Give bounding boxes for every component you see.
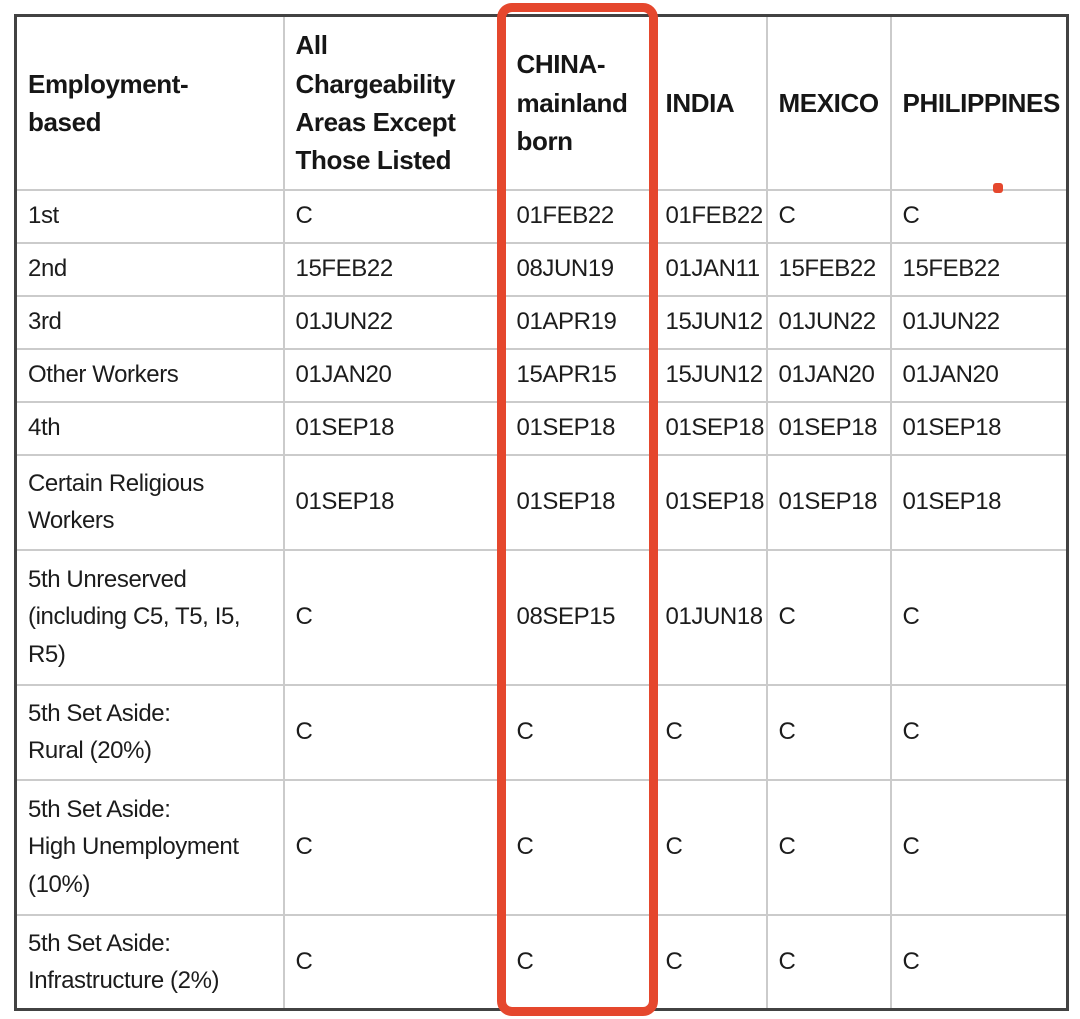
table-cell: C: [652, 778, 768, 916]
table-cell: C: [889, 188, 1069, 244]
table-cell: 15APR15: [503, 347, 655, 403]
row-label: 5th Unreserved (including C5, T5, I5, R5…: [14, 548, 285, 686]
table-cell: C: [765, 188, 892, 244]
table-row: Other Workers 01JAN20 15APR15 15JUN12 01…: [14, 347, 1069, 403]
column-header-philippines: PHILIPPINES: [889, 14, 1069, 191]
table-cell: 01JUN22: [765, 294, 892, 350]
table-header-row: Employment- based All Chargeability Area…: [14, 14, 1069, 191]
row-label: 1st: [14, 188, 285, 244]
row-label: 2nd: [14, 241, 285, 297]
table-cell: C: [765, 778, 892, 916]
table-cell: 15FEB22: [889, 241, 1069, 297]
table-cell: 01JAN20: [889, 347, 1069, 403]
table-row: 5th Set Aside: Rural (20%) C C C C C: [14, 683, 1069, 781]
table-cell: 08SEP15: [503, 548, 655, 686]
row-label: 5th Set Aside: Rural (20%): [14, 683, 285, 781]
table-cell: 15JUN12: [652, 294, 768, 350]
row-label: Certain Religious Workers: [14, 453, 285, 551]
row-label: Other Workers: [14, 347, 285, 403]
row-label: 5th Set Aside: High Unemployment (10%): [14, 778, 285, 916]
table-cell: C: [282, 548, 506, 686]
column-header-mexico: MEXICO: [765, 14, 892, 191]
table-cell: C: [282, 913, 506, 1011]
table-cell: 01SEP18: [765, 400, 892, 456]
row-label: 3rd: [14, 294, 285, 350]
table-row: 4th 01SEP18 01SEP18 01SEP18 01SEP18 01SE…: [14, 400, 1069, 456]
column-header-all-chargeability: All Chargeability Areas Except Those Lis…: [282, 14, 506, 191]
table-cell: 01SEP18: [282, 453, 506, 551]
table-cell: C: [282, 188, 506, 244]
table-cell: 15JUN12: [652, 347, 768, 403]
table-cell: C: [765, 683, 892, 781]
table-cell: 01SEP18: [282, 400, 506, 456]
table-cell: C: [889, 913, 1069, 1011]
table-cell: C: [503, 683, 655, 781]
table-cell: C: [503, 913, 655, 1011]
row-label: 4th: [14, 400, 285, 456]
table-cell: C: [652, 913, 768, 1011]
table-row: 3rd 01JUN22 01APR19 15JUN12 01JUN22 01JU…: [14, 294, 1069, 350]
table-cell: C: [889, 778, 1069, 916]
table-cell: 01JAN20: [765, 347, 892, 403]
table-cell: 01SEP18: [765, 453, 892, 551]
table-cell: 01JUN22: [282, 294, 506, 350]
table-cell: C: [889, 548, 1069, 686]
table-cell: C: [765, 913, 892, 1011]
column-header-employment-based: Employment- based: [14, 14, 285, 191]
table-cell: C: [503, 778, 655, 916]
table-cell: 01JAN11: [652, 241, 768, 297]
table-cell: 01SEP18: [652, 453, 768, 551]
table-cell: 01SEP18: [503, 400, 655, 456]
table-cell: 01SEP18: [652, 400, 768, 456]
table-cell: 01FEB22: [652, 188, 768, 244]
table-cell: C: [765, 548, 892, 686]
table-cell: 01APR19: [503, 294, 655, 350]
table-cell: 01SEP18: [889, 400, 1069, 456]
table-row: Certain Religious Workers 01SEP18 01SEP1…: [14, 453, 1069, 551]
table-cell: 01SEP18: [503, 453, 655, 551]
table-cell: C: [889, 683, 1069, 781]
visa-bulletin-employment-table: Employment- based All Chargeability Area…: [14, 14, 1069, 1011]
table-cell: 01JUN22: [889, 294, 1069, 350]
table-cell: 01JUN18: [652, 548, 768, 686]
table-cell: 08JUN19: [503, 241, 655, 297]
table-row: 2nd 15FEB22 08JUN19 01JAN11 15FEB22 15FE…: [14, 241, 1069, 297]
table-cell: C: [652, 683, 768, 781]
table-row: 5th Set Aside: Infrastructure (2%) C C C…: [14, 913, 1069, 1011]
table-cell: C: [282, 778, 506, 916]
column-header-india: INDIA: [652, 14, 768, 191]
table-row: 5th Unreserved (including C5, T5, I5, R5…: [14, 548, 1069, 686]
table-cell: 01JAN20: [282, 347, 506, 403]
table-cell: 01FEB22: [503, 188, 655, 244]
table-cell: 01SEP18: [889, 453, 1069, 551]
table-cell: C: [282, 683, 506, 781]
red-dot-marker-annotation: [993, 183, 1003, 193]
column-header-china-mainland-born: CHINA- mainland born: [503, 14, 655, 191]
table-row: 5th Set Aside: High Unemployment (10%) C…: [14, 778, 1069, 916]
table-row: 1st C 01FEB22 01FEB22 C C: [14, 188, 1069, 244]
row-label: 5th Set Aside: Infrastructure (2%): [14, 913, 285, 1011]
table-cell: 15FEB22: [282, 241, 506, 297]
table-cell: 15FEB22: [765, 241, 892, 297]
